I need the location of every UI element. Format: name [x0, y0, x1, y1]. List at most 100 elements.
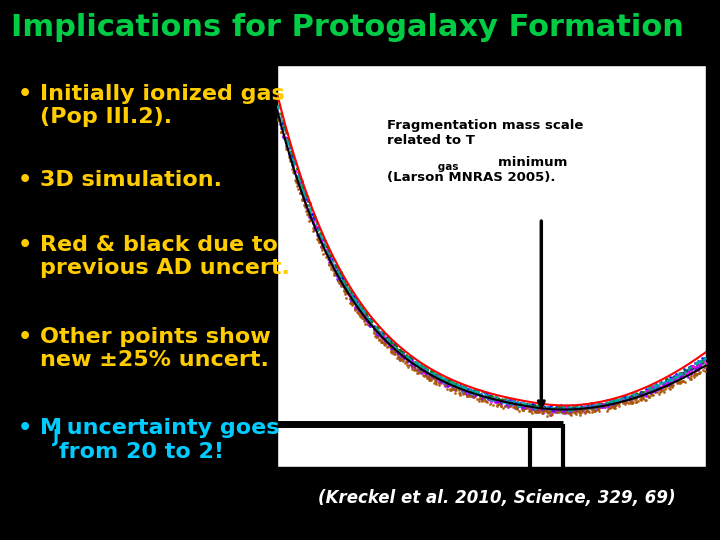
Point [575, 410, 586, 419]
Point [354, 312, 366, 321]
Point [433, 374, 444, 383]
Point [361, 315, 372, 323]
Point [560, 408, 572, 417]
Point [335, 272, 346, 280]
Point [570, 404, 581, 413]
Point [557, 405, 568, 414]
Point [395, 355, 406, 364]
Point [668, 375, 680, 383]
Point [576, 403, 588, 412]
Point [415, 367, 427, 375]
Point [517, 406, 528, 414]
Point [317, 239, 328, 248]
Point [544, 405, 556, 414]
Point [630, 391, 642, 400]
Point [433, 378, 445, 387]
Point [384, 338, 396, 347]
Point [499, 396, 510, 404]
Point [610, 398, 621, 407]
Point [284, 149, 296, 158]
Point [596, 402, 608, 410]
Point [523, 400, 534, 408]
Point [532, 408, 544, 416]
Point [436, 379, 447, 387]
Point [385, 348, 397, 356]
Point [475, 394, 487, 403]
Point [577, 404, 588, 413]
Point [423, 372, 434, 380]
Point [508, 399, 519, 407]
Point [417, 371, 428, 380]
Point [373, 328, 384, 337]
Point [322, 244, 333, 253]
Point [531, 405, 542, 414]
Point [417, 365, 428, 374]
Point [625, 394, 636, 403]
Point [364, 322, 376, 330]
Point [652, 383, 664, 392]
Point [297, 184, 309, 193]
Point [288, 160, 300, 169]
Point [300, 200, 311, 209]
Point [602, 396, 613, 404]
Point [308, 220, 320, 229]
Point [510, 401, 521, 409]
Point [305, 204, 317, 213]
Point [518, 401, 530, 409]
Point [588, 407, 600, 415]
Point [538, 402, 549, 411]
Point [350, 297, 361, 306]
Point [387, 347, 398, 355]
Point [349, 304, 361, 313]
Point [280, 141, 292, 150]
Point [473, 396, 485, 405]
Point [567, 403, 579, 411]
Point [279, 132, 291, 141]
Point [347, 294, 359, 303]
Point [668, 373, 680, 381]
Point [294, 188, 306, 197]
Point [336, 282, 347, 291]
Point [275, 112, 287, 121]
Point [493, 396, 505, 405]
Point [621, 393, 633, 402]
Point [428, 374, 439, 382]
Point [606, 395, 618, 404]
Point [448, 380, 459, 388]
Point [277, 120, 289, 129]
Point [676, 370, 688, 379]
Point [542, 407, 554, 415]
Point [491, 394, 503, 403]
Point [283, 153, 294, 161]
Point [408, 363, 419, 372]
Point [518, 402, 530, 410]
Point [543, 404, 554, 413]
Point [420, 368, 432, 377]
Point [359, 314, 370, 323]
Point [289, 166, 301, 175]
Point [342, 284, 354, 292]
Point [359, 308, 371, 316]
Point [410, 364, 421, 373]
Point [635, 389, 647, 397]
Point [372, 332, 383, 340]
Point [596, 403, 608, 411]
Point [587, 403, 598, 411]
Point [308, 215, 320, 224]
Point [515, 400, 526, 409]
Point [659, 380, 670, 388]
Point [539, 405, 550, 414]
Point [661, 382, 672, 391]
Point [518, 406, 529, 414]
Point [691, 358, 703, 367]
Point [653, 382, 665, 391]
Point [356, 309, 368, 318]
Point [372, 327, 384, 336]
Point [418, 367, 429, 375]
Point [338, 276, 349, 285]
Point [370, 323, 382, 332]
Point [396, 348, 408, 356]
Point [544, 408, 555, 416]
Point [508, 397, 520, 406]
Point [663, 378, 675, 387]
